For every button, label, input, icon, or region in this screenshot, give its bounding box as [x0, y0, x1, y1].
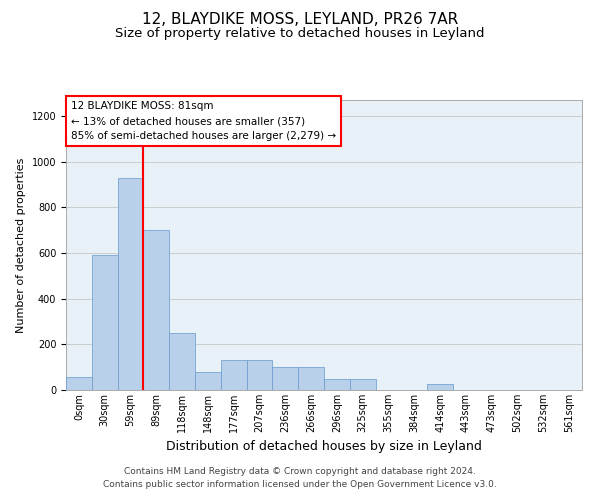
Bar: [350, 378, 376, 390]
X-axis label: Distribution of detached houses by size in Leyland: Distribution of detached houses by size …: [166, 440, 482, 454]
Bar: [298, 367, 324, 390]
Bar: [247, 360, 272, 390]
Bar: [143, 230, 169, 390]
Bar: [92, 256, 118, 390]
Bar: [118, 178, 143, 390]
Text: 12 BLAYDIKE MOSS: 81sqm
← 13% of detached houses are smaller (357)
85% of semi-d: 12 BLAYDIKE MOSS: 81sqm ← 13% of detache…: [71, 102, 336, 141]
Text: Size of property relative to detached houses in Leyland: Size of property relative to detached ho…: [115, 28, 485, 40]
Bar: [427, 384, 453, 390]
Bar: [195, 372, 221, 390]
Text: 12, BLAYDIKE MOSS, LEYLAND, PR26 7AR: 12, BLAYDIKE MOSS, LEYLAND, PR26 7AR: [142, 12, 458, 28]
Bar: [272, 367, 298, 390]
Y-axis label: Number of detached properties: Number of detached properties: [16, 158, 26, 332]
Text: Contains public sector information licensed under the Open Government Licence v3: Contains public sector information licen…: [103, 480, 497, 489]
Text: Contains HM Land Registry data © Crown copyright and database right 2024.: Contains HM Land Registry data © Crown c…: [124, 467, 476, 476]
Bar: [221, 360, 247, 390]
Bar: [324, 378, 350, 390]
Bar: [169, 333, 195, 390]
Bar: [66, 378, 92, 390]
